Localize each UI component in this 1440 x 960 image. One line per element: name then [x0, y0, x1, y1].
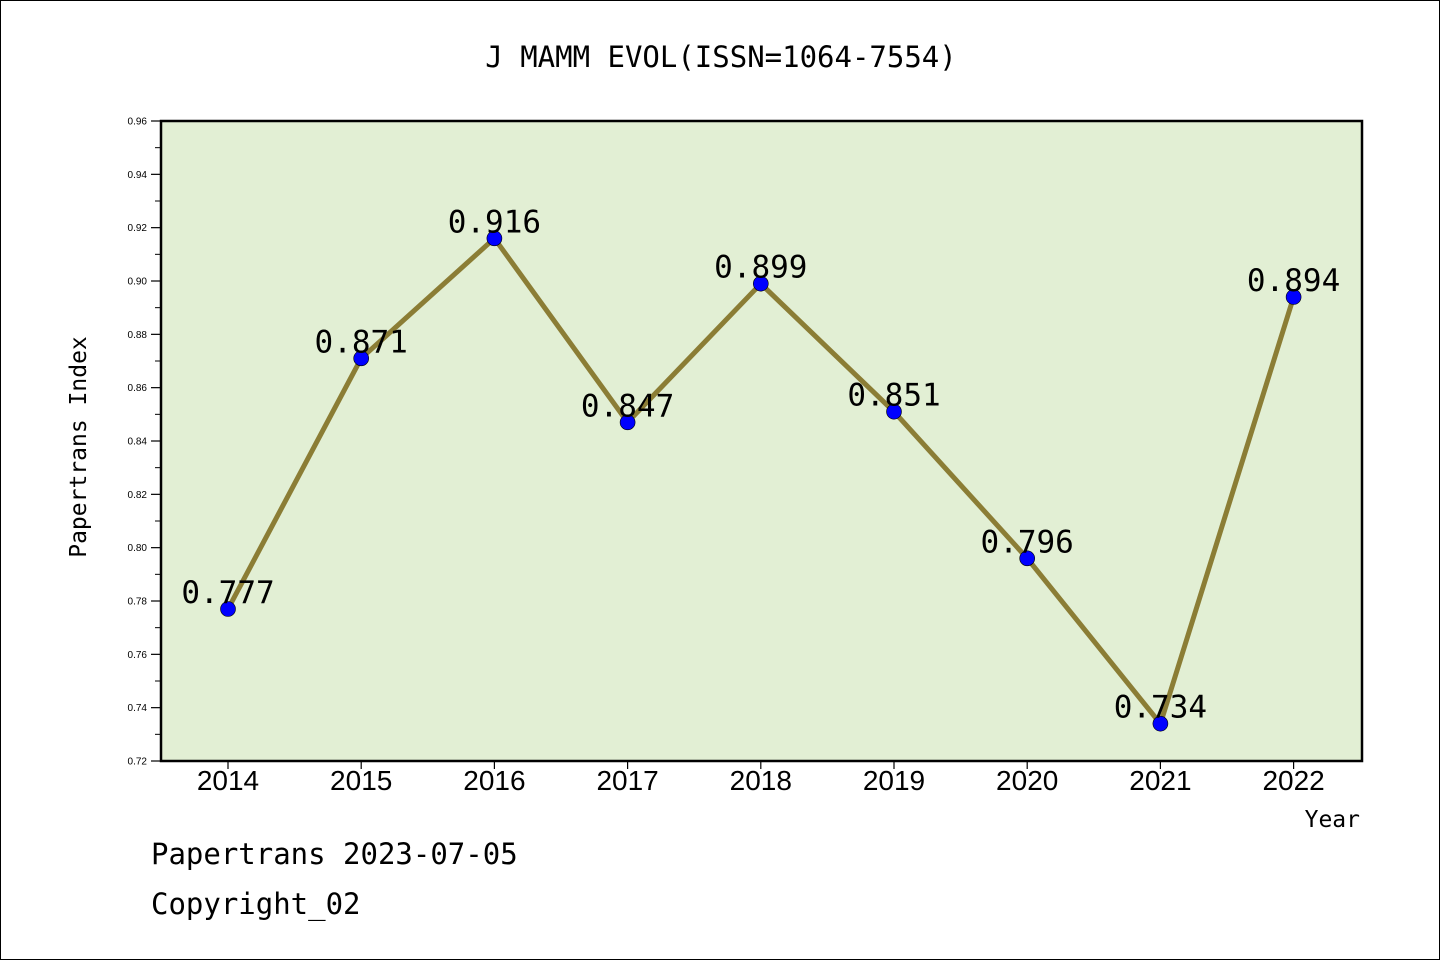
data-point — [220, 601, 236, 617]
x-tick-label: 2017 — [596, 765, 658, 796]
y-tick-label: 0.80 — [128, 543, 148, 554]
data-markers — [220, 230, 1302, 732]
y-tick-label: 0.72 — [128, 757, 148, 768]
x-tick-label: 2015 — [330, 765, 392, 796]
x-tick-label: 2014 — [197, 765, 259, 796]
data-label: 0.796 — [981, 524, 1074, 560]
footer-copyright: Copyright_02 — [151, 887, 361, 921]
data-point — [1152, 715, 1169, 732]
x-tick-label: 2020 — [996, 765, 1058, 796]
data-label: 0.777 — [181, 575, 274, 611]
data-point — [486, 230, 503, 247]
data-point — [619, 414, 636, 431]
data-point — [1285, 289, 1302, 305]
footer-date: Papertrans 2023-07-05 — [151, 837, 518, 871]
y-tick-label: 0.90 — [128, 277, 148, 288]
x-tick-label: 2022 — [1262, 765, 1324, 796]
y-tick-label: 0.84 — [128, 437, 148, 448]
data-point — [886, 403, 902, 420]
data-label: 0.734 — [1114, 690, 1207, 726]
y-tick-label: 0.94 — [128, 170, 148, 181]
y-axis-label: Papertrans Index — [66, 336, 92, 558]
y-tick-label: 0.78 — [128, 597, 148, 608]
data-point — [353, 350, 370, 367]
data-point — [752, 275, 769, 292]
data-label: 0.894 — [1247, 263, 1340, 299]
data-label: 0.871 — [315, 324, 408, 360]
y-tick-label: 0.86 — [128, 383, 148, 394]
data-label: 0.899 — [714, 250, 807, 286]
data-value-labels: 0.777 0.871 0.916 0.847 0.899 0.851 0.796 0.734… — [181, 204, 1340, 725]
x-tick-label: 2016 — [463, 765, 525, 796]
data-point — [1019, 550, 1035, 567]
data-label: 0.851 — [847, 378, 940, 414]
y-tick-label: 0.74 — [128, 703, 148, 714]
data-label: 0.847 — [581, 388, 674, 424]
y-tick-label: 0.96 — [128, 117, 148, 128]
x-tick-label: 2019 — [863, 765, 925, 796]
y-tick-label: 0.92 — [128, 223, 148, 234]
chart-title: J MAMM EVOL(ISSN=1064-7554) — [485, 40, 956, 74]
x-tick-label: 2021 — [1129, 765, 1191, 796]
y-axis-ticks: 0.72 0.74 0.76 0.78 0.80 0.82 0.84 0.86 0.88 0.90… — [128, 117, 161, 768]
y-tick-label: 0.82 — [128, 490, 148, 501]
y-tick-label: 0.88 — [128, 330, 148, 341]
data-label: 0.916 — [448, 204, 541, 240]
plot-area — [159, 119, 1364, 763]
y-tick-label: 0.76 — [128, 650, 148, 661]
x-axis-ticks: 2014 2015 2016 2017 2018 2019 2020 2021 2022 — [197, 761, 1325, 796]
x-axis-label: Year — [1305, 807, 1360, 833]
x-tick-label: 2018 — [730, 765, 792, 796]
